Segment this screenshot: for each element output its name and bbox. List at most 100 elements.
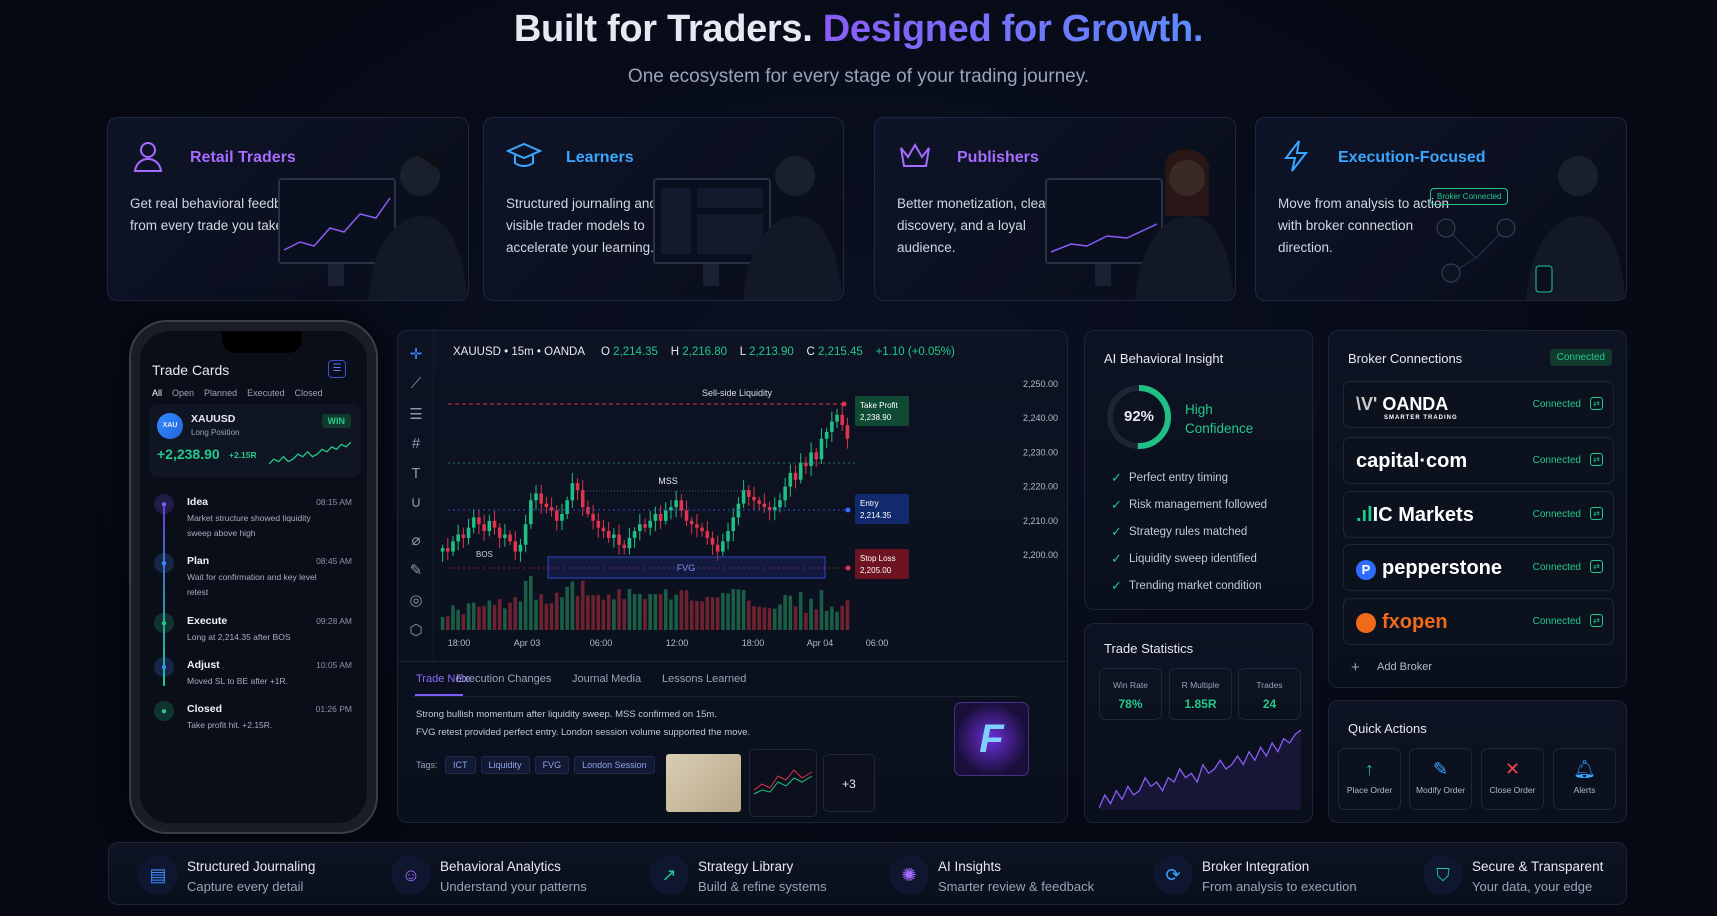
volume-bar — [648, 594, 652, 630]
card-description: Better monetization, cleaner discovery, … — [897, 196, 1066, 255]
link-icon: ⇄ — [1590, 560, 1603, 573]
broker-capital-com[interactable]: capital·com Connected ⇄ — [1343, 437, 1614, 484]
tab-trade-note[interactable]: Trade Note — [416, 673, 471, 685]
tags-label: Tags: — [416, 760, 438, 770]
broker-connections-panel: Broker Connections Connected \V' OANDA SM… — [1328, 330, 1627, 688]
volume-bar — [487, 600, 492, 630]
trade-card[interactable]: XAU XAUUSD Long Position WIN +2,238.90 +… — [149, 404, 361, 477]
tp-label: Take Profit — [860, 401, 899, 410]
broker-name: IC Markets — [1372, 504, 1474, 526]
card-title: Publishers — [957, 149, 1039, 166]
filter-all[interactable]: All — [152, 388, 163, 398]
timeline-desc: Market structure showed liquidity sweep … — [187, 513, 311, 538]
grid-icon[interactable]: # — [411, 435, 421, 452]
confidence-arc — [1107, 385, 1171, 449]
feature-title: Strategy Library — [698, 859, 794, 874]
trendline-icon[interactable]: ⟋ — [410, 375, 422, 392]
volume-bar — [845, 600, 850, 630]
candle — [824, 427, 829, 448]
filter-open[interactable]: Open — [172, 388, 195, 398]
sl-value: 2,205.00 — [860, 566, 892, 575]
tab-lessons-learned[interactable]: Lessons Learned — [662, 673, 747, 685]
check-icon: ✓ — [1111, 470, 1122, 485]
time-tick: 06:00 — [866, 638, 889, 648]
candle — [845, 417, 850, 449]
media-chart-screenshot[interactable] — [749, 749, 817, 817]
fib-icon[interactable]: ☰ — [409, 406, 423, 423]
app-logo: F — [954, 702, 1029, 776]
time-tick: Apr 04 — [807, 638, 834, 648]
confidence-ring — [1107, 385, 1171, 449]
volume-bar — [783, 595, 787, 630]
low-label: L — [739, 346, 746, 358]
candle — [643, 518, 647, 533]
phone-screen: Trade Cards ☰ All Open Planned Executed Clos… — [140, 331, 367, 823]
tag[interactable]: London Session — [574, 756, 655, 774]
card-retail-traders[interactable]: Retail Traders Get real behavioral feedb… — [107, 117, 469, 301]
crosshair-icon[interactable]: ✛ — [409, 346, 423, 363]
magnet-icon[interactable]: ∪ — [410, 494, 422, 511]
tag[interactable]: ICT — [445, 756, 476, 774]
candlestick-chart[interactable]: Sell-side Liquidity MSS BOS FVG Take Pro… — [436, 371, 1066, 656]
filter-executed[interactable]: Executed — [247, 388, 285, 398]
text-icon[interactable]: T — [411, 465, 421, 482]
volume-bar — [731, 588, 736, 630]
broker-oanda[interactable]: \V' OANDA SMARTER TRADING Connected ⇄ — [1343, 381, 1614, 428]
tag[interactable]: FVG — [534, 756, 570, 774]
journal-icon: ▤ — [138, 855, 178, 895]
tab-execution-changes[interactable]: Execution Changes — [456, 673, 552, 685]
stats-title: Trade Statistics — [1104, 641, 1194, 656]
close-order-button[interactable]: ✕ Close Order — [1481, 748, 1544, 810]
hexagon-icon[interactable]: ⬡ — [409, 622, 423, 639]
plus-icon[interactable]: + — [1351, 659, 1360, 676]
insight-title: AI Behavioral Insight — [1104, 351, 1224, 366]
volume-bar — [674, 594, 678, 630]
feature-title: Structured Journaling — [187, 859, 316, 874]
open-value: 2,214.35 — [613, 346, 658, 358]
candle — [612, 528, 616, 548]
card-execution-focused[interactable]: Execution-Focused Move from analysis to … — [1255, 117, 1627, 301]
filter-closed[interactable]: Closed — [294, 388, 323, 398]
check-icon: ✓ — [1111, 578, 1122, 593]
place-order-button[interactable]: ↑ Place Order — [1338, 748, 1401, 810]
modify-order-button[interactable]: ✎ Modify Order — [1409, 748, 1472, 810]
tag[interactable]: Liquidity — [480, 756, 530, 774]
filter-planned[interactable]: Planned — [204, 388, 238, 398]
check-icon: ✓ — [1111, 497, 1122, 512]
more-media-button[interactable]: +3 — [823, 754, 875, 812]
candle — [700, 523, 704, 537]
candle — [529, 492, 533, 529]
volume-bar — [503, 608, 507, 630]
volume-bar — [466, 603, 471, 630]
media-notebook-photo[interactable] — [666, 754, 741, 812]
volume-bar — [804, 612, 808, 630]
volume-bar — [669, 599, 673, 630]
ruler-icon[interactable]: ⌀ — [411, 532, 421, 549]
candle — [570, 472, 575, 508]
eye-icon[interactable]: ◎ — [409, 592, 423, 609]
pencil-icon: ✎ — [1432, 759, 1449, 779]
card-publishers[interactable]: Publishers Better monetization, cleaner … — [874, 117, 1236, 301]
tab-journal-media[interactable]: Journal Media — [572, 673, 642, 685]
candle — [830, 411, 834, 442]
price-tick: 2,200.00 — [1023, 550, 1058, 560]
candle — [518, 538, 523, 562]
volume-bar — [445, 616, 450, 630]
check-icon: ✓ — [1111, 551, 1122, 566]
brush-icon[interactable]: ✎ — [409, 562, 423, 579]
volume-bar — [477, 606, 481, 630]
check-icon: ● — [154, 701, 174, 721]
candle — [632, 527, 637, 548]
ai-chip-icon: ✺ — [889, 855, 929, 895]
alerts-button[interactable]: 🔔︎ Alerts — [1553, 748, 1616, 810]
candle — [487, 514, 492, 537]
candle — [788, 464, 793, 497]
add-broker-button[interactable]: Add Broker — [1377, 661, 1433, 673]
menu-icon[interactable]: ☰ — [328, 360, 346, 378]
broker-fxopen[interactable]: fxopen Connected ⇄ — [1343, 598, 1614, 645]
card-learners[interactable]: Learners Structured journaling and visib… — [483, 117, 844, 301]
equity-curve — [1099, 729, 1301, 810]
card-title: Execution-Focused — [1338, 149, 1486, 166]
broker-ic-markets[interactable]: .ılIC Markets Connected ⇄ — [1343, 491, 1614, 538]
